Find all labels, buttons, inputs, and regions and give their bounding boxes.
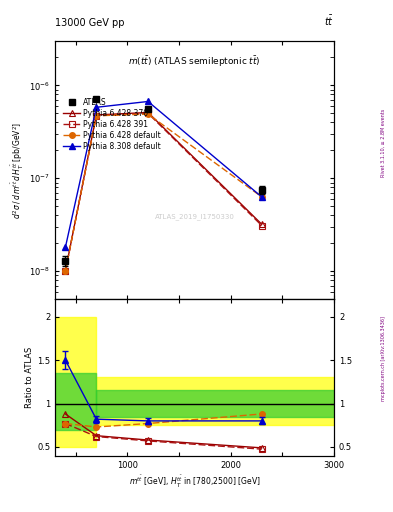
Y-axis label: $d^2\sigma\,/\,d\,m^{t\bar{t}}\,d\,H_T^{t\bar{t}}$ [pb/GeV$^2$]: $d^2\sigma\,/\,d\,m^{t\bar{t}}\,d\,H_T^{…: [10, 121, 26, 219]
Text: mcplots.cern.ch [arXiv:1306.3436]: mcplots.cern.ch [arXiv:1306.3436]: [381, 316, 386, 401]
Text: Rivet 3.1.10, ≥ 2.8M events: Rivet 3.1.10, ≥ 2.8M events: [381, 109, 386, 178]
Y-axis label: Ratio to ATLAS: Ratio to ATLAS: [25, 347, 34, 408]
Text: ATLAS_2019_I1750330: ATLAS_2019_I1750330: [154, 213, 235, 220]
X-axis label: $m^{t\bar{t}}$ [GeV], $H_T^{t\bar{t}}$ in [780,2500] [GeV]: $m^{t\bar{t}}$ [GeV], $H_T^{t\bar{t}}$ i…: [129, 474, 261, 490]
Bar: [55, 373, 96, 430]
Text: $t\bar{t}$: $t\bar{t}$: [324, 14, 334, 28]
Bar: [96, 391, 334, 417]
Text: 13000 GeV pp: 13000 GeV pp: [55, 18, 125, 28]
Bar: [96, 377, 334, 425]
Bar: [55, 316, 96, 447]
Text: $m(t\bar{t})$ (ATLAS semileptonic $t\bar{t}$): $m(t\bar{t})$ (ATLAS semileptonic $t\bar…: [128, 54, 261, 69]
Legend: ATLAS, Pythia 6.428 370, Pythia 6.428 391, Pythia 6.428 default, Pythia 8.308 de: ATLAS, Pythia 6.428 370, Pythia 6.428 39…: [62, 96, 162, 152]
